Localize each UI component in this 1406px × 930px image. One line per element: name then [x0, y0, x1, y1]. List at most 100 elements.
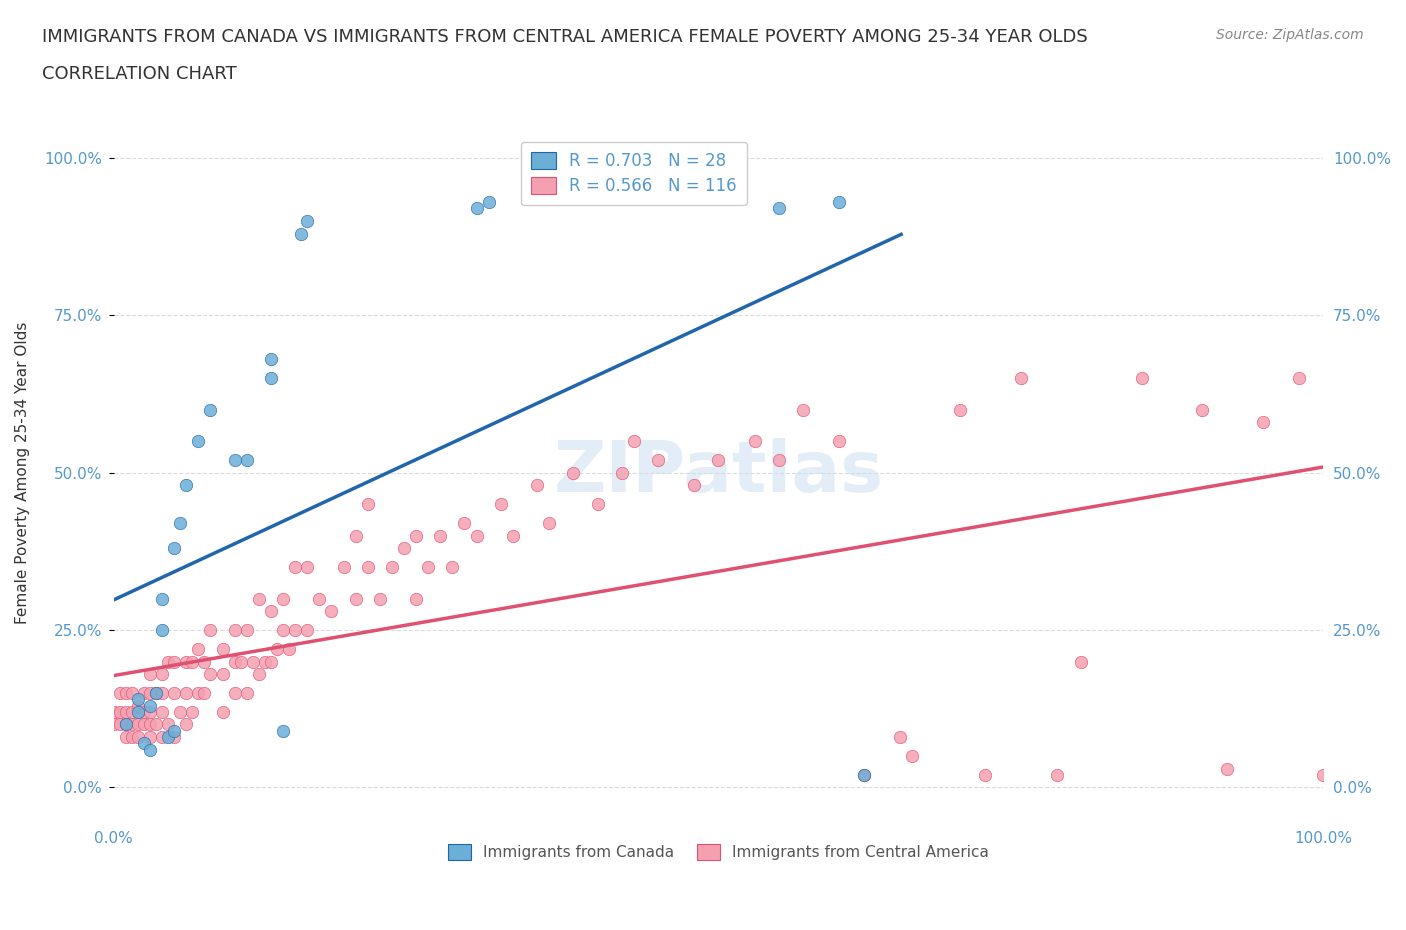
Point	[108, 704, 131, 719]
Point	[405, 591, 427, 606]
Point	[1070, 654, 1092, 669]
Point	[441, 560, 464, 575]
Point	[187, 642, 209, 657]
Point	[297, 560, 319, 575]
Point	[242, 654, 264, 669]
Point	[163, 724, 186, 738]
Point	[103, 717, 125, 732]
Point	[418, 560, 440, 575]
Point	[247, 591, 270, 606]
Point	[744, 433, 766, 448]
Point	[114, 730, 136, 745]
Point	[229, 654, 252, 669]
Point	[973, 767, 995, 782]
Point	[157, 654, 180, 669]
Point	[150, 685, 173, 700]
Point	[768, 201, 790, 216]
Point	[150, 622, 173, 637]
Point	[145, 685, 167, 700]
Point	[297, 214, 319, 229]
Point	[392, 541, 415, 556]
Point	[562, 465, 585, 480]
Point	[139, 742, 162, 757]
Legend: Immigrants from Canada, Immigrants from Central America: Immigrants from Canada, Immigrants from …	[441, 838, 995, 867]
Point	[114, 685, 136, 700]
Point	[623, 433, 645, 448]
Point	[1288, 371, 1310, 386]
Point	[321, 604, 343, 618]
Point	[187, 433, 209, 448]
Point	[121, 685, 143, 700]
Point	[290, 226, 312, 241]
Point	[453, 515, 475, 530]
Point	[224, 453, 246, 468]
Point	[127, 730, 149, 745]
Text: ZIPatlas: ZIPatlas	[554, 438, 883, 507]
Point	[114, 717, 136, 732]
Point	[368, 591, 391, 606]
Point	[489, 497, 512, 512]
Point	[114, 704, 136, 719]
Point	[132, 736, 155, 751]
Point	[683, 478, 706, 493]
Point	[127, 698, 149, 713]
Point	[163, 541, 186, 556]
Point	[235, 453, 257, 468]
Point	[108, 717, 131, 732]
Point	[163, 654, 186, 669]
Point	[224, 622, 246, 637]
Point	[332, 560, 354, 575]
Point	[1251, 415, 1274, 430]
Point	[586, 497, 609, 512]
Point	[163, 730, 186, 745]
Point	[174, 478, 197, 493]
Point	[157, 717, 180, 732]
Point	[174, 717, 197, 732]
Point	[1215, 761, 1237, 776]
Point	[150, 730, 173, 745]
Point	[200, 667, 222, 682]
Point	[768, 453, 790, 468]
Point	[266, 642, 288, 657]
Point	[174, 654, 197, 669]
Point	[211, 704, 233, 719]
Point	[127, 692, 149, 707]
Point	[235, 685, 257, 700]
Point	[465, 528, 488, 543]
Point	[1130, 371, 1153, 386]
Point	[163, 685, 186, 700]
Point	[405, 528, 427, 543]
Point	[344, 591, 367, 606]
Point	[478, 194, 501, 209]
Point	[253, 654, 276, 669]
Point	[200, 403, 222, 418]
Point	[157, 730, 180, 745]
Point	[108, 685, 131, 700]
Point	[284, 560, 307, 575]
Point	[224, 685, 246, 700]
Point	[132, 704, 155, 719]
Point	[1046, 767, 1069, 782]
Point	[181, 654, 204, 669]
Point	[181, 704, 204, 719]
Point	[139, 698, 162, 713]
Point	[344, 528, 367, 543]
Point	[114, 717, 136, 732]
Point	[187, 685, 209, 700]
Point	[357, 560, 380, 575]
Point	[271, 591, 294, 606]
Point	[139, 717, 162, 732]
Point	[828, 194, 851, 209]
Point	[127, 717, 149, 732]
Point	[260, 371, 283, 386]
Text: CORRELATION CHART: CORRELATION CHART	[42, 65, 238, 83]
Point	[465, 201, 488, 216]
Point	[610, 465, 633, 480]
Text: Source: ZipAtlas.com: Source: ZipAtlas.com	[1216, 28, 1364, 42]
Point	[538, 515, 561, 530]
Point	[1191, 403, 1213, 418]
Point	[121, 730, 143, 745]
Point	[260, 654, 283, 669]
Point	[174, 685, 197, 700]
Point	[247, 667, 270, 682]
